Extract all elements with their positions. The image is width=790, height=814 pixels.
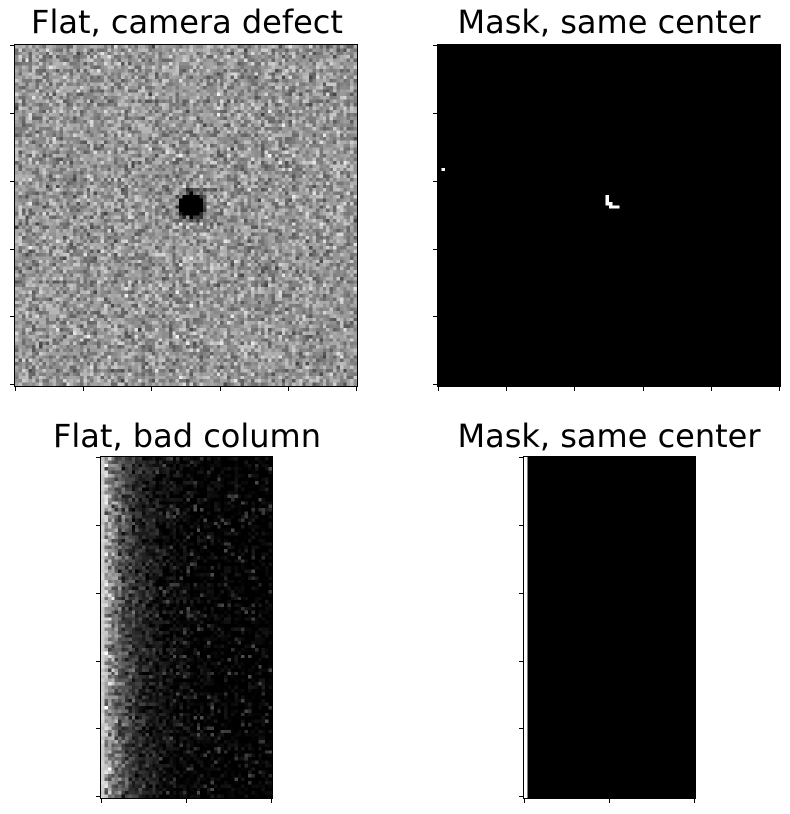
mask-defect-y-tick: [433, 384, 438, 385]
image-flat-bad-column: [100, 456, 273, 799]
title-mask-same-center-bottom: Mask, same center: [457, 417, 761, 455]
mask-defect-x-tick: [574, 386, 575, 391]
flat-column-y-tick: [96, 593, 101, 594]
flat-column-y-tick: [96, 661, 101, 662]
mask-defect-y-tick: [433, 113, 438, 114]
image-mask-camera-defect: [437, 44, 781, 387]
mask-column-y-tick: [519, 661, 524, 662]
mask-camera-defect-canvas: [438, 45, 780, 386]
mask-defect-y-tick: [433, 316, 438, 317]
mask-column-y-tick: [519, 593, 524, 594]
flat-defect-x-tick: [151, 386, 152, 391]
mask-defect-x-tick: [711, 386, 712, 391]
flat-defect-y-tick: [10, 113, 15, 114]
flat-column-y-tick: [96, 796, 101, 797]
flat-defect-x-tick: [15, 386, 16, 391]
mask-defect-y-tick: [433, 249, 438, 250]
mask-column-x-tick: [609, 798, 610, 803]
mask-column-x-tick: [524, 798, 525, 803]
flat-defect-x-tick: [356, 386, 357, 391]
mask-defect-x-tick: [643, 386, 644, 391]
mask-column-y-tick: [519, 796, 524, 797]
mask-bad-column-canvas: [524, 457, 695, 798]
flat-defect-y-tick: [10, 316, 15, 317]
mask-defect-x-tick: [506, 386, 507, 391]
flat-column-y-tick: [96, 525, 101, 526]
mask-column-y-tick: [519, 728, 524, 729]
flat-bad-column-canvas: [101, 457, 272, 798]
flat-column-y-tick: [96, 728, 101, 729]
flat-column-y-tick: [96, 457, 101, 458]
flat-defect-y-tick: [10, 384, 15, 385]
flat-column-x-tick: [101, 798, 102, 803]
image-flat-camera-defect: [14, 44, 358, 387]
flat-defect-y-tick: [10, 249, 15, 250]
image-mask-bad-column: [523, 456, 696, 799]
flat-defect-y-tick: [10, 181, 15, 182]
flat-defect-x-tick: [83, 386, 84, 391]
flat-column-x-tick: [186, 798, 187, 803]
mask-defect-x-tick: [438, 386, 439, 391]
mask-defect-y-tick: [433, 181, 438, 182]
mask-column-y-tick: [519, 457, 524, 458]
flat-defect-x-tick: [220, 386, 221, 391]
flat-camera-defect-canvas: [15, 45, 357, 386]
flat-defect-y-tick: [10, 45, 15, 46]
mask-defect-y-tick: [433, 45, 438, 46]
title-mask-same-center-top: Mask, same center: [457, 3, 761, 41]
flat-defect-x-tick: [288, 386, 289, 391]
title-flat-bad-column: Flat, bad column: [53, 417, 321, 455]
mask-column-x-tick: [694, 798, 695, 803]
mask-defect-x-tick: [779, 386, 780, 391]
mask-column-y-tick: [519, 525, 524, 526]
flat-column-x-tick: [271, 798, 272, 803]
title-flat-camera-defect: Flat, camera defect: [31, 3, 343, 41]
